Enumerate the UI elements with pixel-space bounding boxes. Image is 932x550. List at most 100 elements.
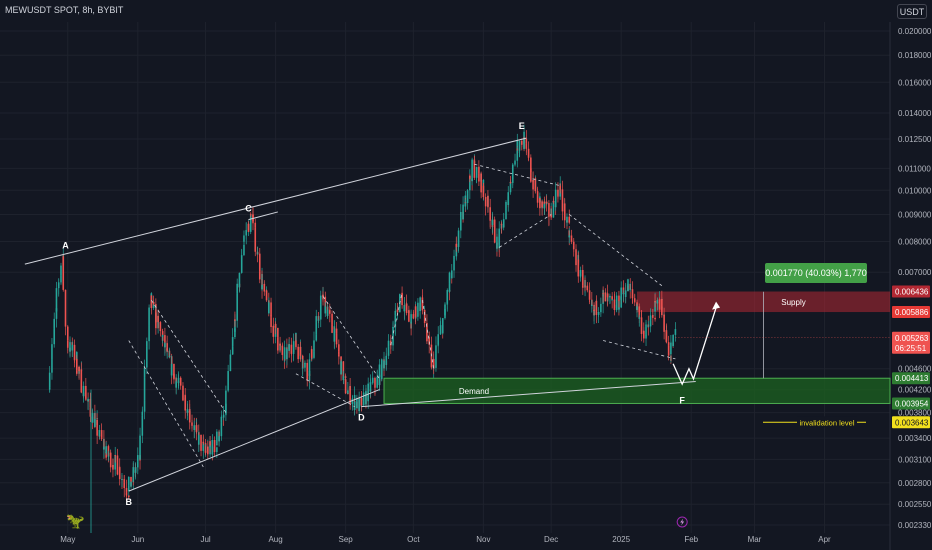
candle-body [563,203,566,221]
arrow-head-icon [712,301,721,310]
wave-label-e: E [519,121,525,131]
candle-body [527,156,530,158]
demand-top-badge: 0.004413 [895,374,929,383]
candle-body [588,290,591,294]
candle-body [335,333,338,345]
candle-body [143,377,146,401]
lightning-icon[interactable] [676,516,688,528]
candle-body [344,379,347,394]
candle-body [69,342,71,352]
candle-body [624,290,627,297]
candle-body [392,326,394,346]
candle-body [229,359,232,372]
candle-body [109,452,112,468]
trendline [361,381,696,408]
candle-body [202,441,205,451]
candle-body [618,307,620,310]
candle-body [453,259,455,271]
candle-body [277,347,279,351]
currency-button[interactable]: USDT [897,4,927,19]
candle-body [245,230,248,232]
x-tick-label: Jun [131,535,144,544]
candle-body [60,265,62,276]
candle-body [638,306,641,319]
candle-body [595,300,598,315]
y-tick-label: 0.009000 [898,210,932,219]
candle-body [548,203,550,217]
candle-body [566,216,568,223]
candle-body [387,340,390,347]
candle-body [306,372,309,381]
candle-body [227,371,229,386]
x-tick-label: Sep [338,535,353,544]
candle-body [200,436,202,451]
candle-body [613,299,616,310]
candle-body [132,467,135,477]
dashed-channel [322,296,380,380]
candle-body [55,298,58,312]
candle-body [633,301,636,303]
candle-body [561,189,564,203]
candle-body [71,344,74,351]
candle-body [439,325,442,329]
x-tick-label: Nov [476,535,490,544]
candle-body [414,306,417,317]
candle-body [328,310,331,314]
candle-body [173,374,175,378]
candle-body [514,160,516,162]
candle-body [611,296,613,300]
candle-body [385,355,388,365]
candle-body [51,344,53,360]
candle-body [184,395,187,411]
candle-body [342,376,345,381]
lightning-bolt-icon [680,518,685,526]
candle-body [96,419,98,436]
candle-body [378,364,381,386]
candle-body [134,467,137,473]
candle-body [554,189,557,208]
candle-body [340,361,342,375]
candle-body [238,272,241,288]
candle-body [593,309,595,311]
y-tick-label: 0.007000 [898,268,932,277]
demand-bottom-badge: 0.003954 [895,399,929,408]
candle-body [478,173,480,182]
candle-body [620,287,622,300]
candle-body [450,270,453,279]
candle-body [263,284,266,292]
candle-body [51,359,53,373]
candle-body [575,260,577,266]
candle-body [521,144,523,145]
candle-body [209,441,211,447]
candle-body [62,256,65,282]
candle-body [159,328,162,332]
candle-body [532,179,534,190]
candle-body [410,314,412,315]
candle-body [240,256,243,273]
candle-body [281,346,284,355]
candle-body [548,216,550,217]
candle-body [399,301,401,313]
candle-body [600,303,602,308]
candle-body [552,200,555,218]
candle-body [139,437,141,460]
candle-body [380,359,383,380]
candle-body [588,293,591,300]
candle-body [213,439,216,450]
candle-body [401,295,403,306]
candle-body [568,216,571,223]
candle-body [428,337,430,345]
candle-body [53,318,56,329]
candle-body [365,390,367,405]
candle-body [170,363,173,376]
candle-body [376,376,379,378]
candle-body [581,285,584,288]
candle-body [182,390,184,401]
candle-body [543,204,546,209]
y-tick-label: 0.003400 [898,434,932,443]
candle-body [125,492,128,496]
dinosaur-icon: 🦖 [66,513,85,530]
candle-body [374,377,376,386]
